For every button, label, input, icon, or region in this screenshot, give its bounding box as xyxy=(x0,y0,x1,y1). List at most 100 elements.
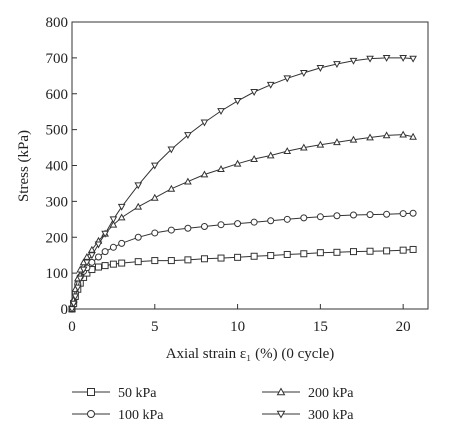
data-point xyxy=(83,259,91,267)
data-point xyxy=(283,147,292,155)
legend-label: 100 kPa xyxy=(118,408,164,423)
data-point xyxy=(333,248,341,256)
data-point xyxy=(233,159,242,167)
data-point xyxy=(399,246,407,254)
data-point xyxy=(349,248,357,256)
data-point xyxy=(118,239,126,247)
legend-marker xyxy=(87,410,95,418)
data-point xyxy=(366,133,374,141)
data-point xyxy=(134,202,143,210)
data-point xyxy=(76,275,85,283)
data-point xyxy=(134,233,142,241)
data-point xyxy=(234,220,242,228)
x-tick-label: 0 xyxy=(68,319,76,335)
data-point xyxy=(79,266,88,274)
y-tick-label: 300 xyxy=(46,194,69,210)
legend-item: 100 kPa xyxy=(72,408,164,423)
y-tick-label: 700 xyxy=(46,51,69,67)
data-point xyxy=(299,70,308,77)
data-point xyxy=(333,138,341,146)
series-1 xyxy=(68,245,417,313)
data-point xyxy=(94,263,102,271)
data-point xyxy=(150,193,159,201)
data-point xyxy=(217,108,225,115)
data-point xyxy=(200,222,208,230)
data-point xyxy=(68,306,76,314)
data-point xyxy=(349,211,357,219)
data-point xyxy=(300,250,308,258)
data-point xyxy=(349,57,358,65)
data-point xyxy=(266,151,275,159)
data-point xyxy=(217,165,225,172)
data-point xyxy=(94,253,102,261)
y-tick-label: 0 xyxy=(61,302,69,318)
data-point xyxy=(383,210,391,218)
legend-marker xyxy=(276,410,286,419)
legend-item: 300 kPa xyxy=(262,408,354,423)
data-point xyxy=(316,65,325,72)
data-point xyxy=(382,54,391,62)
data-point xyxy=(167,184,176,192)
data-point xyxy=(88,245,96,253)
data-point xyxy=(184,224,192,232)
data-point xyxy=(167,226,175,234)
data-point xyxy=(366,211,374,219)
data-point xyxy=(200,255,208,263)
data-point xyxy=(366,55,374,63)
data-point xyxy=(299,143,308,151)
data-point xyxy=(150,162,159,170)
data-point xyxy=(250,89,258,96)
data-point xyxy=(109,260,117,268)
data-point xyxy=(101,230,109,238)
data-point xyxy=(184,256,192,264)
legend-label: 50 kPa xyxy=(118,386,157,401)
data-point xyxy=(73,284,82,292)
y-axis-title: Stress (kPa) xyxy=(16,130,32,202)
data-point xyxy=(117,203,126,211)
data-point xyxy=(234,253,242,261)
series-line xyxy=(71,134,414,310)
data-point xyxy=(200,119,209,127)
y-tick-label: 500 xyxy=(46,123,69,139)
data-point xyxy=(101,248,109,256)
y-tick-label: 100 xyxy=(46,266,69,282)
data-point xyxy=(101,262,109,270)
x-tick-label: 5 xyxy=(151,319,159,335)
data-point xyxy=(409,209,417,217)
data-point xyxy=(167,146,176,154)
data-point xyxy=(217,221,225,229)
data-point xyxy=(382,131,391,139)
data-point xyxy=(409,132,417,140)
data-point xyxy=(69,300,78,308)
series-line xyxy=(71,57,414,310)
data-point xyxy=(250,252,258,260)
data-point xyxy=(366,247,374,255)
data-point xyxy=(399,210,407,218)
data-point xyxy=(409,245,417,253)
data-point xyxy=(399,54,408,62)
data-point xyxy=(184,177,192,185)
y-tick-label: 200 xyxy=(46,230,69,246)
data-point xyxy=(217,254,225,262)
data-point xyxy=(233,98,242,105)
y-tick-label: 600 xyxy=(46,87,69,103)
data-point xyxy=(200,170,209,178)
data-point xyxy=(109,243,117,251)
legend: 50 kPa 200 kPa 100 kPa 300 kPa xyxy=(72,386,354,423)
data-point xyxy=(349,135,358,143)
data-point xyxy=(71,293,80,301)
data-point xyxy=(316,213,324,221)
data-point xyxy=(83,252,91,260)
data-point xyxy=(266,81,275,89)
data-point xyxy=(383,247,391,255)
data-point xyxy=(316,140,325,148)
data-point xyxy=(109,216,118,224)
data-point xyxy=(300,214,308,222)
data-point xyxy=(109,220,118,228)
data-point xyxy=(333,212,341,220)
legend-item: 200 kPa xyxy=(262,386,354,401)
series-line xyxy=(71,248,414,310)
data-point xyxy=(316,249,324,257)
legend-label: 300 kPa xyxy=(308,408,354,423)
data-point xyxy=(151,229,159,237)
